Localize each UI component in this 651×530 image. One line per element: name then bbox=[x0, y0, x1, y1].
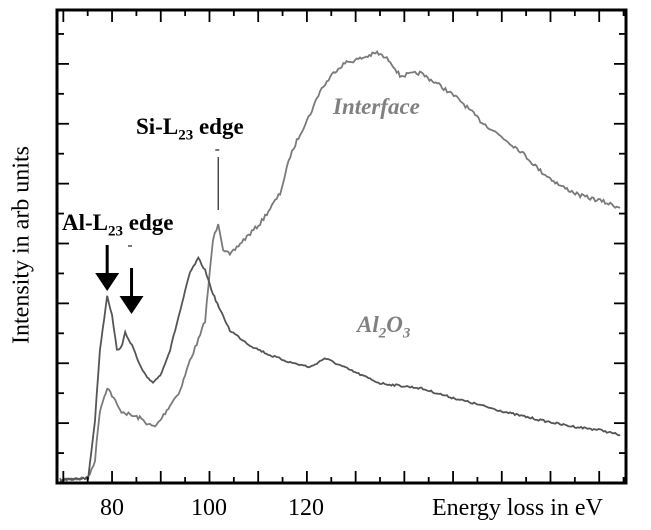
series-line-interface bbox=[59, 49, 621, 484]
plot-frame bbox=[55, 8, 628, 485]
y-axis-label: Intensity in arb units bbox=[8, 146, 35, 344]
al-edge-annotation: Al-L23 edge bbox=[62, 210, 174, 240]
x-tick-label-100: 100 bbox=[191, 495, 227, 521]
x-tick-label-80: 80 bbox=[100, 495, 124, 521]
x-axis-label: Energy loss in eV bbox=[432, 495, 603, 521]
series-label-al2o3: Al2O3 bbox=[357, 312, 411, 342]
down-arrow-head-icon bbox=[119, 296, 144, 314]
si-edge-annotation: Si-L23 edge bbox=[136, 114, 244, 144]
down-arrow-head-icon bbox=[95, 273, 120, 291]
x-tick-label-120: 120 bbox=[288, 495, 324, 521]
series-line-al2o3 bbox=[59, 255, 621, 482]
series-label-interface: Interface bbox=[333, 94, 420, 119]
